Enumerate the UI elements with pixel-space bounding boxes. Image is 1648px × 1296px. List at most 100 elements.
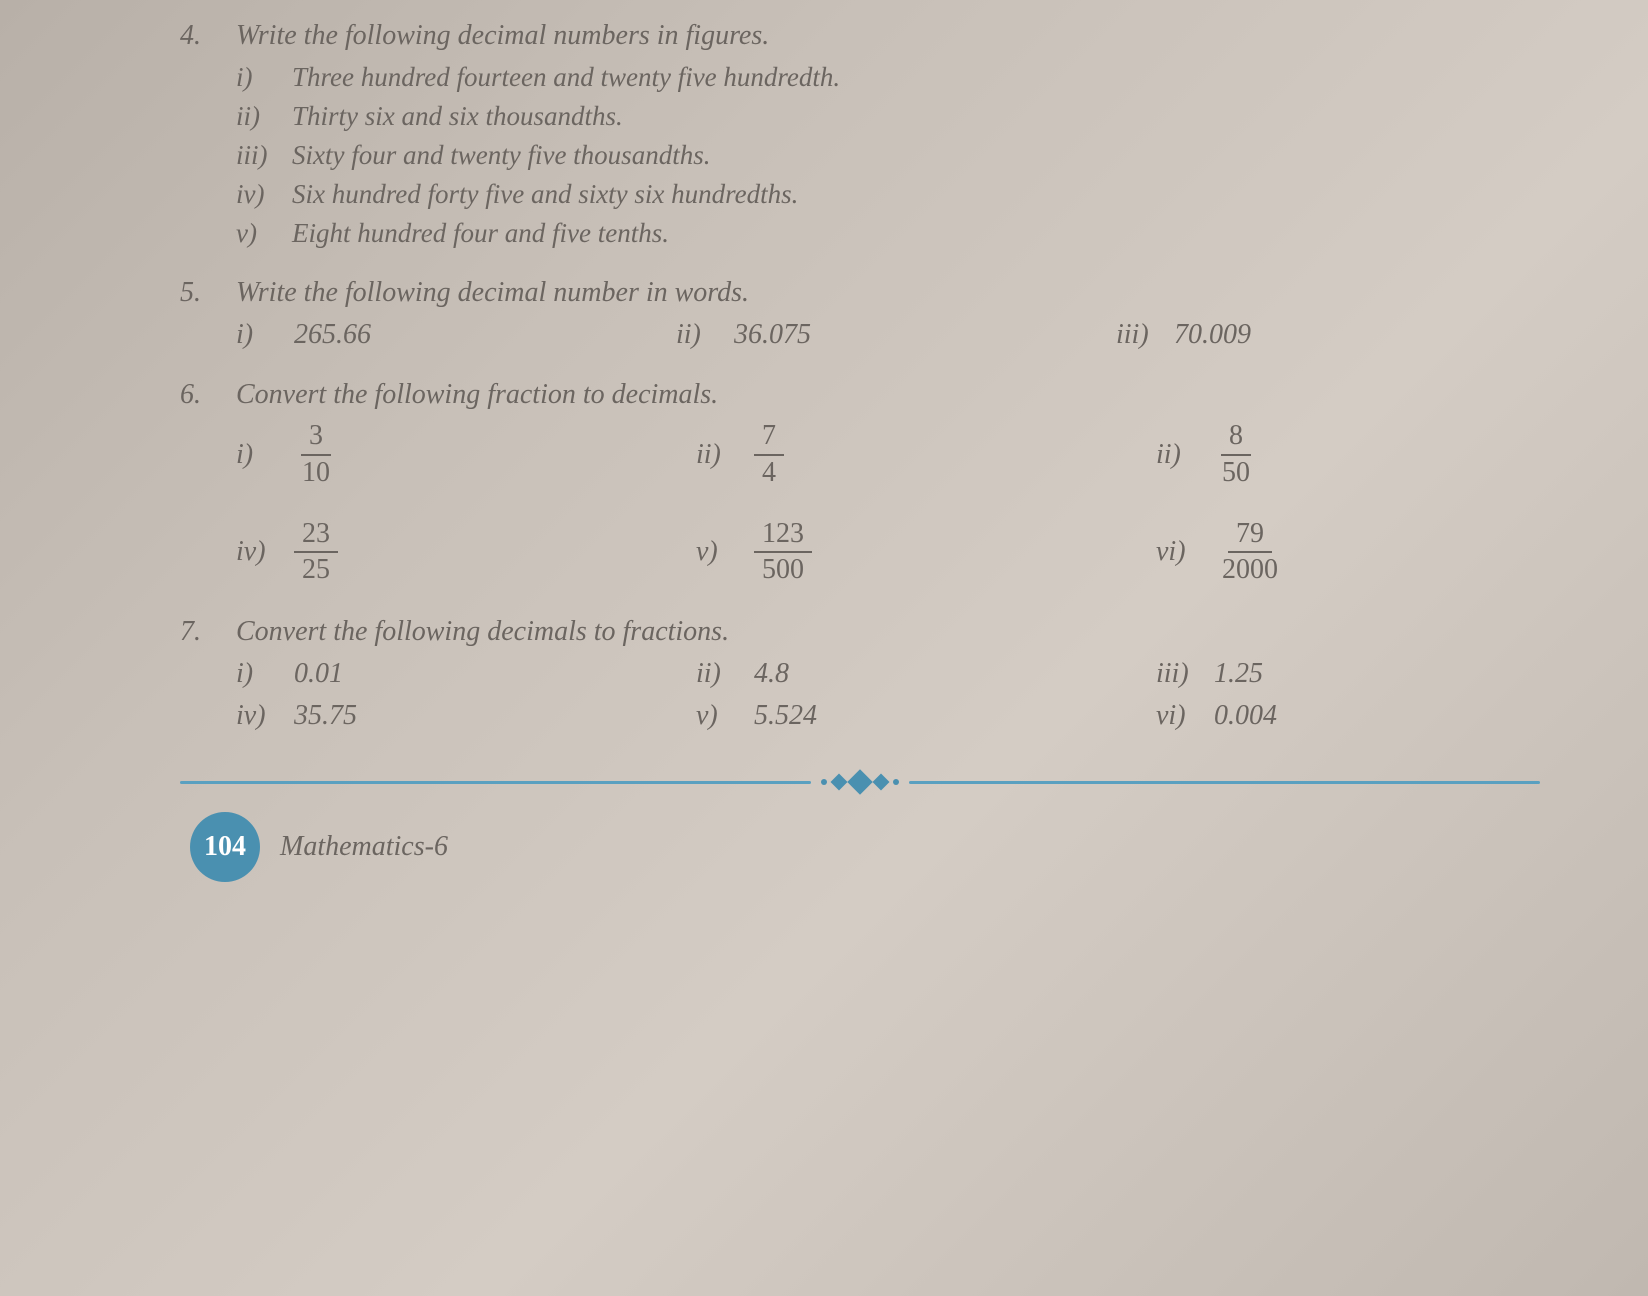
question-7-header: 7. Convert the following decimals to fra… bbox=[180, 616, 1540, 648]
item-label: v) bbox=[236, 218, 280, 249]
item-label: ii) bbox=[696, 658, 740, 690]
item-text: 265.66 bbox=[294, 319, 371, 351]
item-text: 0.004 bbox=[1214, 700, 1277, 732]
item-label: iv) bbox=[236, 179, 280, 210]
item-label: v) bbox=[696, 536, 740, 568]
question-4-header: 4. Write the following decimal numbers i… bbox=[180, 20, 1540, 52]
q6-item-5: v) 123500 bbox=[696, 519, 1116, 587]
question-7: 7. Convert the following decimals to fra… bbox=[180, 616, 1540, 732]
q5-item-2: ii) 36.075 bbox=[676, 319, 1076, 351]
q7-item-2: ii) 4.8 bbox=[696, 658, 1116, 690]
item-label: vi) bbox=[1156, 536, 1200, 568]
q7-item-4: iv) 35.75 bbox=[236, 700, 656, 732]
numerator: 7 bbox=[754, 421, 784, 456]
page-footer: 104 Mathematics-6 bbox=[190, 812, 1540, 882]
q6-item-1: i) 310 bbox=[236, 421, 656, 489]
fraction: 2325 bbox=[294, 519, 338, 587]
q7-item-1: i) 0.01 bbox=[236, 658, 656, 690]
denominator: 10 bbox=[294, 456, 338, 489]
question-6: 6. Convert the following fraction to dec… bbox=[180, 379, 1540, 586]
item-label: i) bbox=[236, 658, 280, 690]
book-title: Mathematics-6 bbox=[280, 831, 448, 863]
item-label: v) bbox=[696, 700, 740, 732]
q6-item-4: iv) 2325 bbox=[236, 519, 656, 587]
question-5: 5. Write the following decimal number in… bbox=[180, 277, 1540, 351]
item-text: 35.75 bbox=[294, 700, 357, 732]
numerator: 3 bbox=[301, 421, 331, 456]
q4-item-4: iv) Six hundred forty five and sixty six … bbox=[236, 179, 1540, 210]
q6-item-6: vi) 792000 bbox=[1156, 519, 1476, 587]
item-text: Eight hundred four and five tenths. bbox=[292, 218, 669, 249]
fraction: 74 bbox=[754, 421, 784, 489]
item-text: Three hundred fourteen and twenty five h… bbox=[292, 62, 840, 93]
question-7-row-2: iv) 35.75 v) 5.524 vi)0.004 bbox=[236, 700, 1540, 732]
q4-item-2: ii) Thirty six and six thousandths. bbox=[236, 101, 1540, 132]
fraction: 310 bbox=[294, 421, 338, 489]
item-label: i) bbox=[236, 319, 280, 351]
q5-item-3: iii)70.009 bbox=[1116, 319, 1516, 351]
item-text: 4.8 bbox=[754, 658, 789, 690]
question-title: Write the following decimal number in wo… bbox=[236, 277, 749, 309]
q6-item-2: ii) 74 bbox=[696, 421, 1116, 489]
fraction: 792000 bbox=[1214, 519, 1286, 587]
q7-item-5: v) 5.524 bbox=[696, 700, 1116, 732]
denominator: 4 bbox=[754, 456, 784, 489]
diamond-icon bbox=[831, 774, 848, 791]
diamond-icon bbox=[847, 769, 872, 794]
fraction: 850 bbox=[1214, 421, 1258, 489]
item-label: i) bbox=[236, 439, 280, 471]
item-text: 5.524 bbox=[754, 700, 817, 732]
numerator: 23 bbox=[294, 519, 338, 554]
question-title: Write the following decimal numbers in f… bbox=[236, 20, 769, 52]
page-number-badge: 104 bbox=[190, 812, 260, 882]
numerator: 79 bbox=[1228, 519, 1272, 554]
item-text: Six hundred forty five and sixty six hun… bbox=[292, 179, 798, 210]
denominator: 2000 bbox=[1214, 553, 1286, 586]
question-title: Convert the following decimals to fracti… bbox=[236, 616, 729, 648]
question-number: 5. bbox=[180, 277, 220, 309]
section-divider bbox=[180, 772, 1540, 792]
dot-icon bbox=[893, 779, 899, 785]
q4-item-5: v) Eight hundred four and five tenths. bbox=[236, 218, 1540, 249]
item-label: iii) bbox=[236, 140, 280, 171]
question-5-items: i) 265.66 ii) 36.075 iii)70.009 bbox=[236, 319, 1540, 351]
item-label: iv) bbox=[236, 700, 280, 732]
item-label: iv) bbox=[236, 536, 280, 568]
item-label: ii) bbox=[236, 101, 280, 132]
question-7-row-1: i) 0.01 ii) 4.8 iii) 1.25 bbox=[236, 658, 1540, 690]
q4-item-3: iii) Sixty four and twenty five thousandt… bbox=[236, 140, 1540, 171]
item-label: ii) bbox=[1156, 439, 1200, 471]
numerator: 123 bbox=[754, 519, 812, 554]
question-4-items: i)Three hundred fourteen and twenty five… bbox=[236, 62, 1540, 249]
item-label: ii) bbox=[676, 319, 720, 351]
item-text: 1.25 bbox=[1214, 658, 1263, 690]
denominator: 25 bbox=[294, 553, 338, 586]
question-6-row-1: i) 310 ii) 74 ii) 850 bbox=[236, 421, 1540, 489]
q6-item-3: ii) 850 bbox=[1156, 421, 1476, 489]
item-text: Thirty six and six thousandths. bbox=[292, 101, 623, 132]
q4-item-1: i)Three hundred fourteen and twenty five… bbox=[236, 62, 1540, 93]
question-number: 6. bbox=[180, 379, 220, 411]
denominator: 50 bbox=[1214, 456, 1258, 489]
q7-item-6: vi)0.004 bbox=[1156, 700, 1476, 732]
question-6-header: 6. Convert the following fraction to dec… bbox=[180, 379, 1540, 411]
q5-item-1: i) 265.66 bbox=[236, 319, 636, 351]
item-label: ii) bbox=[696, 439, 740, 471]
item-label: iii) bbox=[1156, 658, 1200, 690]
item-text: Sixty four and twenty five thousandths. bbox=[292, 140, 710, 171]
question-6-row-2: iv) 2325 v) 123500 vi) 792000 bbox=[236, 519, 1540, 587]
q7-item-3: iii) 1.25 bbox=[1156, 658, 1476, 690]
page-content: 4. Write the following decimal numbers i… bbox=[100, 0, 1600, 922]
question-title: Convert the following fraction to decima… bbox=[236, 379, 718, 411]
divider-ornament bbox=[811, 773, 909, 791]
question-number: 4. bbox=[180, 20, 220, 52]
question-number: 7. bbox=[180, 616, 220, 648]
question-5-header: 5. Write the following decimal number in… bbox=[180, 277, 1540, 309]
item-text: 0.01 bbox=[294, 658, 343, 690]
denominator: 500 bbox=[754, 553, 812, 586]
question-4: 4. Write the following decimal numbers i… bbox=[180, 20, 1540, 249]
item-label: iii) bbox=[1116, 319, 1160, 351]
item-text: 36.075 bbox=[734, 319, 811, 351]
fraction: 123500 bbox=[754, 519, 812, 587]
numerator: 8 bbox=[1221, 421, 1251, 456]
